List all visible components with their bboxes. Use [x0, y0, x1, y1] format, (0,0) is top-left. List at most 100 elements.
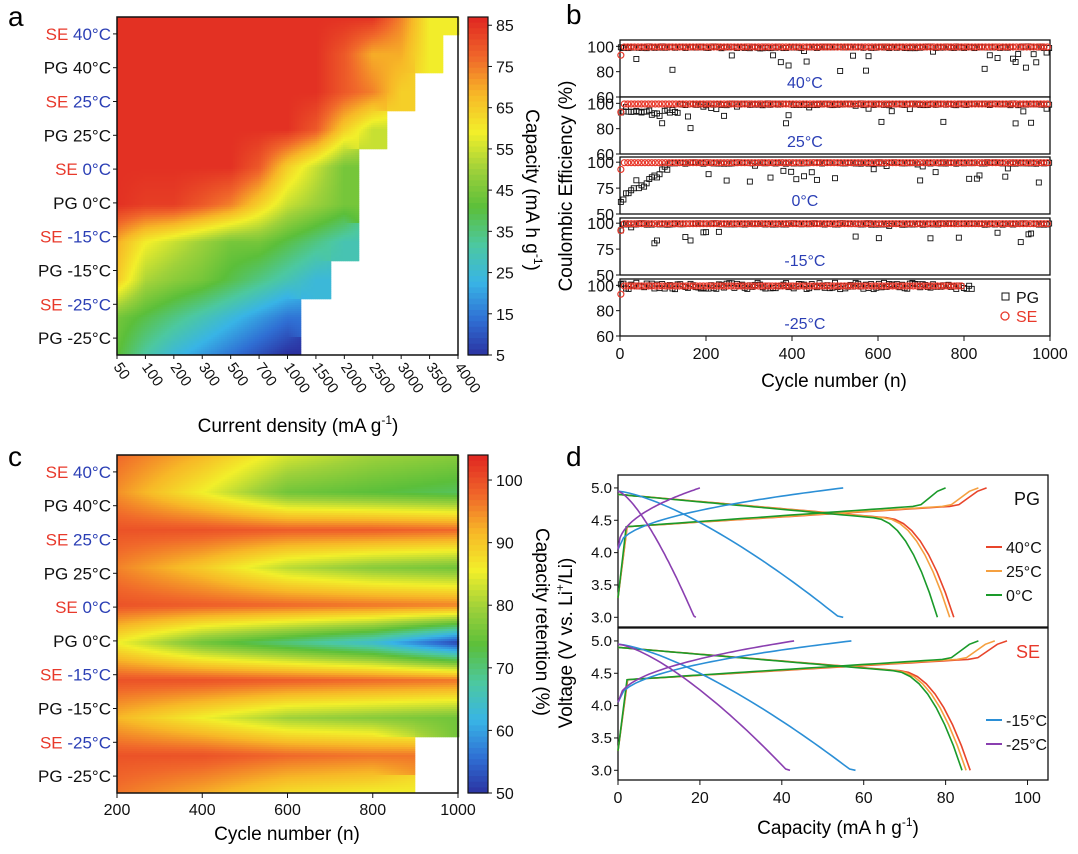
panel-a-heatmap-cell [259, 19, 261, 21]
panel-a-heatmap-cell [395, 23, 397, 25]
panel-a-heatmap-cell [175, 21, 177, 23]
panel-a-heatmap-cell [437, 19, 439, 21]
panel-a-heatmap-cell [327, 23, 329, 25]
panel-a-heatmap-cell [281, 21, 283, 23]
panel-a-heatmap-cell [159, 19, 161, 21]
panel-a-heatmap-cell [321, 19, 323, 21]
panel-a-heatmap-cell [249, 19, 251, 21]
panel-a-heatmap-cell [397, 21, 399, 23]
panel-a-heatmap-cell [177, 19, 179, 21]
panel-a-heatmap-cell [173, 23, 175, 25]
panel-a-heatmap-cell [213, 21, 215, 23]
panel-a-heatmap-cell [235, 19, 237, 21]
panel-a-heatmap-cell [385, 23, 387, 25]
panel-a-heatmap-cell [127, 19, 129, 21]
panel-a-heatmap-cell [237, 19, 239, 21]
panel-a-heatmap-cell [363, 19, 365, 21]
panel-a-heatmap-cell [199, 23, 201, 25]
panel-a-heatmap-cell [347, 23, 349, 25]
panel-a-heatmap-cell [147, 23, 149, 25]
panel-a-heatmap-cell [361, 23, 363, 25]
panel-a-heatmap-cell [331, 23, 333, 25]
panel-a-heatmap-cell [375, 21, 377, 23]
panel-a-heatmap-cell [321, 23, 323, 25]
panel-a-heatmap-cell [171, 21, 173, 23]
panel-a-heatmap-cell [143, 19, 145, 21]
panel-a-heatmap-cell [381, 21, 383, 23]
panel-a-heatmap-cell [327, 21, 329, 23]
panel-a-heatmap-cell [349, 19, 351, 21]
panel-a-heatmap-cell [321, 21, 323, 23]
panel-a-heatmap-cell [307, 23, 309, 25]
panel-a-heatmap-cell [337, 19, 339, 21]
panel-a-heatmap-cell [193, 23, 195, 25]
panel-a-heatmap-cell [195, 23, 197, 25]
panel-a-heatmap-cell [391, 23, 393, 25]
panel-a-heatmap-cell [185, 21, 187, 23]
panel-a-heatmap-cell [269, 23, 271, 25]
panel-a-heatmap-cell [395, 19, 397, 21]
panel-a-heatmap-cell [141, 23, 143, 25]
panel-a-heatmap-cell [431, 19, 433, 21]
panel-a-heatmap-cell [405, 19, 407, 21]
panel-a-heatmap-cell [243, 23, 245, 25]
panel-a-heatmap-cell [367, 21, 369, 23]
panel-a-heatmap-cell [353, 23, 355, 25]
panel-a-heatmap-cell [361, 19, 363, 21]
panel-a-heatmap-cell [259, 21, 261, 23]
panel-a-heatmap-cell [231, 19, 233, 21]
panel-a-heatmap-cell [197, 21, 199, 23]
panel-a-heatmap-cell [203, 21, 205, 23]
panel-a-heatmap-cell [301, 23, 303, 25]
panel-a-heatmap-cell [127, 23, 129, 25]
panel-a-heatmap-cell [447, 21, 449, 23]
panel-a-heatmap-cell [373, 23, 375, 25]
panel-a-heatmap-cell [391, 19, 393, 21]
panel-a-heatmap-cell [181, 23, 183, 25]
panel-a-heatmap-cell [121, 23, 123, 25]
panel-a-heatmap-cell [315, 19, 317, 21]
panel-a-heatmap-cell [201, 19, 203, 21]
panel-a-heatmap-cell [443, 19, 445, 21]
panel-a-heatmap-cell [275, 21, 277, 23]
panel-a-heatmap-cell [377, 23, 379, 25]
panel-a-heatmap-cell [127, 21, 129, 23]
panel-a-heatmap-cell [261, 21, 263, 23]
panel-a-heatmap-cell [163, 23, 165, 25]
panel-a-heatmap-cell [263, 21, 265, 23]
panel-a-heatmap-cell [207, 23, 209, 25]
panel-a-heatmap: SE 40°CPG 40°CSE 25°CPG 25°CSE 0°CPG 0°C… [38, 17, 484, 397]
panel-a-heatmap-cell [205, 23, 207, 25]
panel-a-heatmap-cell [247, 23, 249, 25]
panel-a-heatmap-cell [443, 21, 445, 23]
panel-a-heatmap-cell [141, 21, 143, 23]
panel-a-heatmap-cell [135, 19, 137, 21]
panel-a-heatmap-cell [281, 23, 283, 25]
panel-a-heatmap-cell [275, 23, 277, 25]
panel-a-heatmap-cell [379, 21, 381, 23]
panel-a-heatmap-cell [125, 19, 127, 21]
panel-a-heatmap-cell [293, 21, 295, 23]
panel-a-heatmap-cell [205, 19, 207, 21]
panel-a-heatmap-cell [233, 19, 235, 21]
panel-a-heatmap-cell [307, 19, 309, 21]
panel-a-heatmap-cell [187, 19, 189, 21]
panel-a-heatmap-cell [263, 19, 265, 21]
panel-a-heatmap-cell [207, 19, 209, 21]
panel-a-heatmap-cell [309, 21, 311, 23]
panel-a-heatmap-cell [289, 23, 291, 25]
panel-a-heatmap-cell [177, 21, 179, 23]
panel-a-heatmap-cell [237, 23, 239, 25]
panel-a-heatmap-cell [185, 19, 187, 21]
panel-a-heatmap-cell [123, 23, 125, 25]
panel-a-heatmap-cell [433, 21, 435, 23]
panel-a-heatmap-cell [255, 21, 257, 23]
panel-a-heatmap-cell [337, 21, 339, 23]
panel-a-heatmap-cell [225, 23, 227, 25]
panel-a-heatmap-cell [277, 19, 279, 21]
panel-a-heatmap-cell [299, 23, 301, 25]
panel-a-heatmap-cell [319, 19, 321, 21]
panel-letter-c: c [8, 441, 22, 472]
panel-a-heatmap-cell [371, 19, 373, 21]
panel-a-heatmap-cell [309, 19, 311, 21]
